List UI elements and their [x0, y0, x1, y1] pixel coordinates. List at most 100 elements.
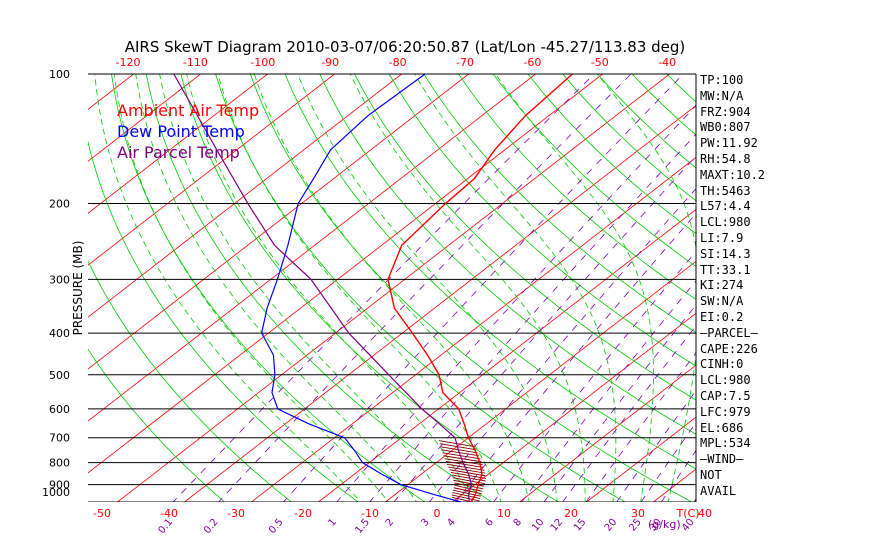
temp-tick-top: -60	[523, 56, 541, 69]
isotherm-line	[184, 104, 696, 502]
temp-tick-bottom: 0	[434, 507, 441, 520]
isotherm-line	[88, 74, 201, 162]
cape-hatch-line	[440, 446, 478, 454]
pressure-tick-label: 800	[49, 457, 70, 470]
axes-layer: Ambient Air Temp Dew Point Temp Air Parcel…	[42, 56, 712, 536]
temp-tick-bottom: 20	[564, 507, 578, 520]
dry-adiabat-line	[388, 74, 696, 367]
mixing-ratio-line	[562, 325, 696, 502]
legend-entry: Ambient Air Temp	[117, 101, 259, 120]
chart-title: AIRS SkewT Diagram 2010-03-07/06:20:50.8…	[125, 38, 686, 56]
index-item: MW:N/A	[700, 88, 744, 103]
cape-hatch-line	[454, 482, 484, 490]
dry-adiabat-line	[88, 260, 293, 502]
index-item: —WIND—	[700, 452, 744, 467]
pressure-tick-label: 100	[49, 68, 70, 81]
index-item: LFC:979	[700, 404, 751, 419]
temp-tick-bottom: 10	[497, 507, 511, 520]
isotherm-line	[854, 74, 870, 502]
index-item: TP:100	[700, 73, 744, 87]
dry-adiabat-line	[806, 74, 870, 513]
pressure-tick-label: 700	[49, 432, 70, 445]
isotherm-line	[519, 364, 696, 502]
isotherm-line	[452, 312, 696, 502]
dry-adiabat-line	[354, 74, 696, 401]
dry-adiabat-line	[284, 74, 696, 470]
dry-adiabat-line	[771, 74, 870, 513]
temp-tick-bottom: 30	[631, 507, 645, 520]
dry-adiabat-line	[423, 74, 696, 334]
mixing-ratio-line	[660, 449, 696, 502]
pressure-tick-label: 900	[49, 479, 70, 492]
mixing-ratio-label: 8	[512, 517, 525, 529]
index-item: SW:N/A	[700, 294, 744, 309]
dewpoint-line	[261, 74, 464, 502]
isotherm-line	[251, 156, 696, 502]
index-item: MPL:534	[700, 436, 751, 451]
dry-adiabat-line	[215, 74, 626, 502]
mixing-ratio-label: 1	[326, 517, 339, 529]
cape-hatch-line	[443, 455, 482, 463]
mixing-ratio-label: 2	[384, 517, 397, 529]
series-layer	[173, 74, 573, 502]
index-item: WB0:807	[700, 120, 751, 135]
dry-adiabat-line	[145, 74, 493, 502]
temp-unit-label: T(C)	[676, 507, 700, 520]
dry-adiabat-line	[666, 74, 696, 103]
temp-tick-top: -80	[389, 56, 407, 69]
temp-tick-top: -40	[658, 56, 676, 69]
index-item: EL:686	[700, 420, 744, 435]
index-item: LI:7.9	[700, 231, 744, 245]
moist-adiabat-line	[135, 74, 418, 502]
moist-adiabat-line	[414, 74, 617, 502]
mixing-ratio-line	[585, 352, 696, 502]
y-axis-label: PRESSURE (MB)	[71, 241, 85, 336]
temp-tick-bottom: -40	[160, 507, 178, 520]
pressure-tick-label: 1000	[42, 486, 70, 499]
index-item: KI:274	[700, 278, 744, 293]
index-item: MAXT:10.2	[700, 167, 766, 182]
cape-hatch-line	[451, 496, 475, 502]
pressure-tick-label: 300	[49, 273, 70, 286]
moist-adiabat-line	[94, 74, 362, 502]
dry-adiabat-line	[492, 74, 696, 267]
dry-adiabat-line	[840, 74, 870, 513]
mixing-ratio-label: 3	[419, 517, 432, 529]
moist-adiabat-line	[253, 74, 530, 502]
temp-tick-top: -70	[456, 56, 474, 69]
index-item: LCL:980	[700, 373, 751, 388]
mixing-ratio-line	[454, 212, 696, 502]
mixing-ratio-line	[493, 250, 696, 502]
moist-adiabat-line	[297, 74, 558, 502]
temp-tick-bottom: -20	[294, 507, 312, 520]
cape-hatch-line	[452, 492, 481, 500]
isotherm-line	[117, 74, 670, 502]
temp-tick-bottom: -30	[227, 507, 245, 520]
dry-adiabat-line	[88, 140, 359, 502]
dry-adiabat-line	[319, 74, 696, 435]
moist-adiabat-line	[217, 74, 502, 502]
index-item: AVAIL	[700, 483, 737, 498]
index-item: EI:0.2	[700, 310, 744, 324]
moist-adiabat-line	[349, 74, 586, 502]
cape-hatch-line	[445, 461, 484, 468]
cape-hatch-line	[454, 484, 483, 492]
dry-adiabat-line	[527, 74, 696, 235]
temp-tick-top: -50	[591, 56, 609, 69]
mixing-ratio-label: 0.2	[202, 517, 221, 536]
isotherm-line	[88, 74, 335, 266]
isotherm-line	[88, 74, 402, 318]
mixing-ratio-unit: (g/kg)	[648, 518, 681, 531]
cape-hatch-line	[453, 479, 485, 487]
moist-adiabat-line	[186, 74, 474, 502]
mixing-ratio-label: 4	[445, 517, 458, 529]
mixing-ratio-label: 10	[530, 517, 547, 534]
legend-entry: Air Parcel Temp	[117, 143, 240, 162]
index-item: CAP:7.5	[700, 389, 751, 403]
cape-hatch-line	[442, 452, 481, 460]
moist-adiabat-line	[495, 74, 654, 502]
cape-hatch-line	[444, 458, 483, 466]
ambient-temp-line	[387, 74, 573, 502]
pressure-tick-label: 600	[49, 403, 70, 416]
